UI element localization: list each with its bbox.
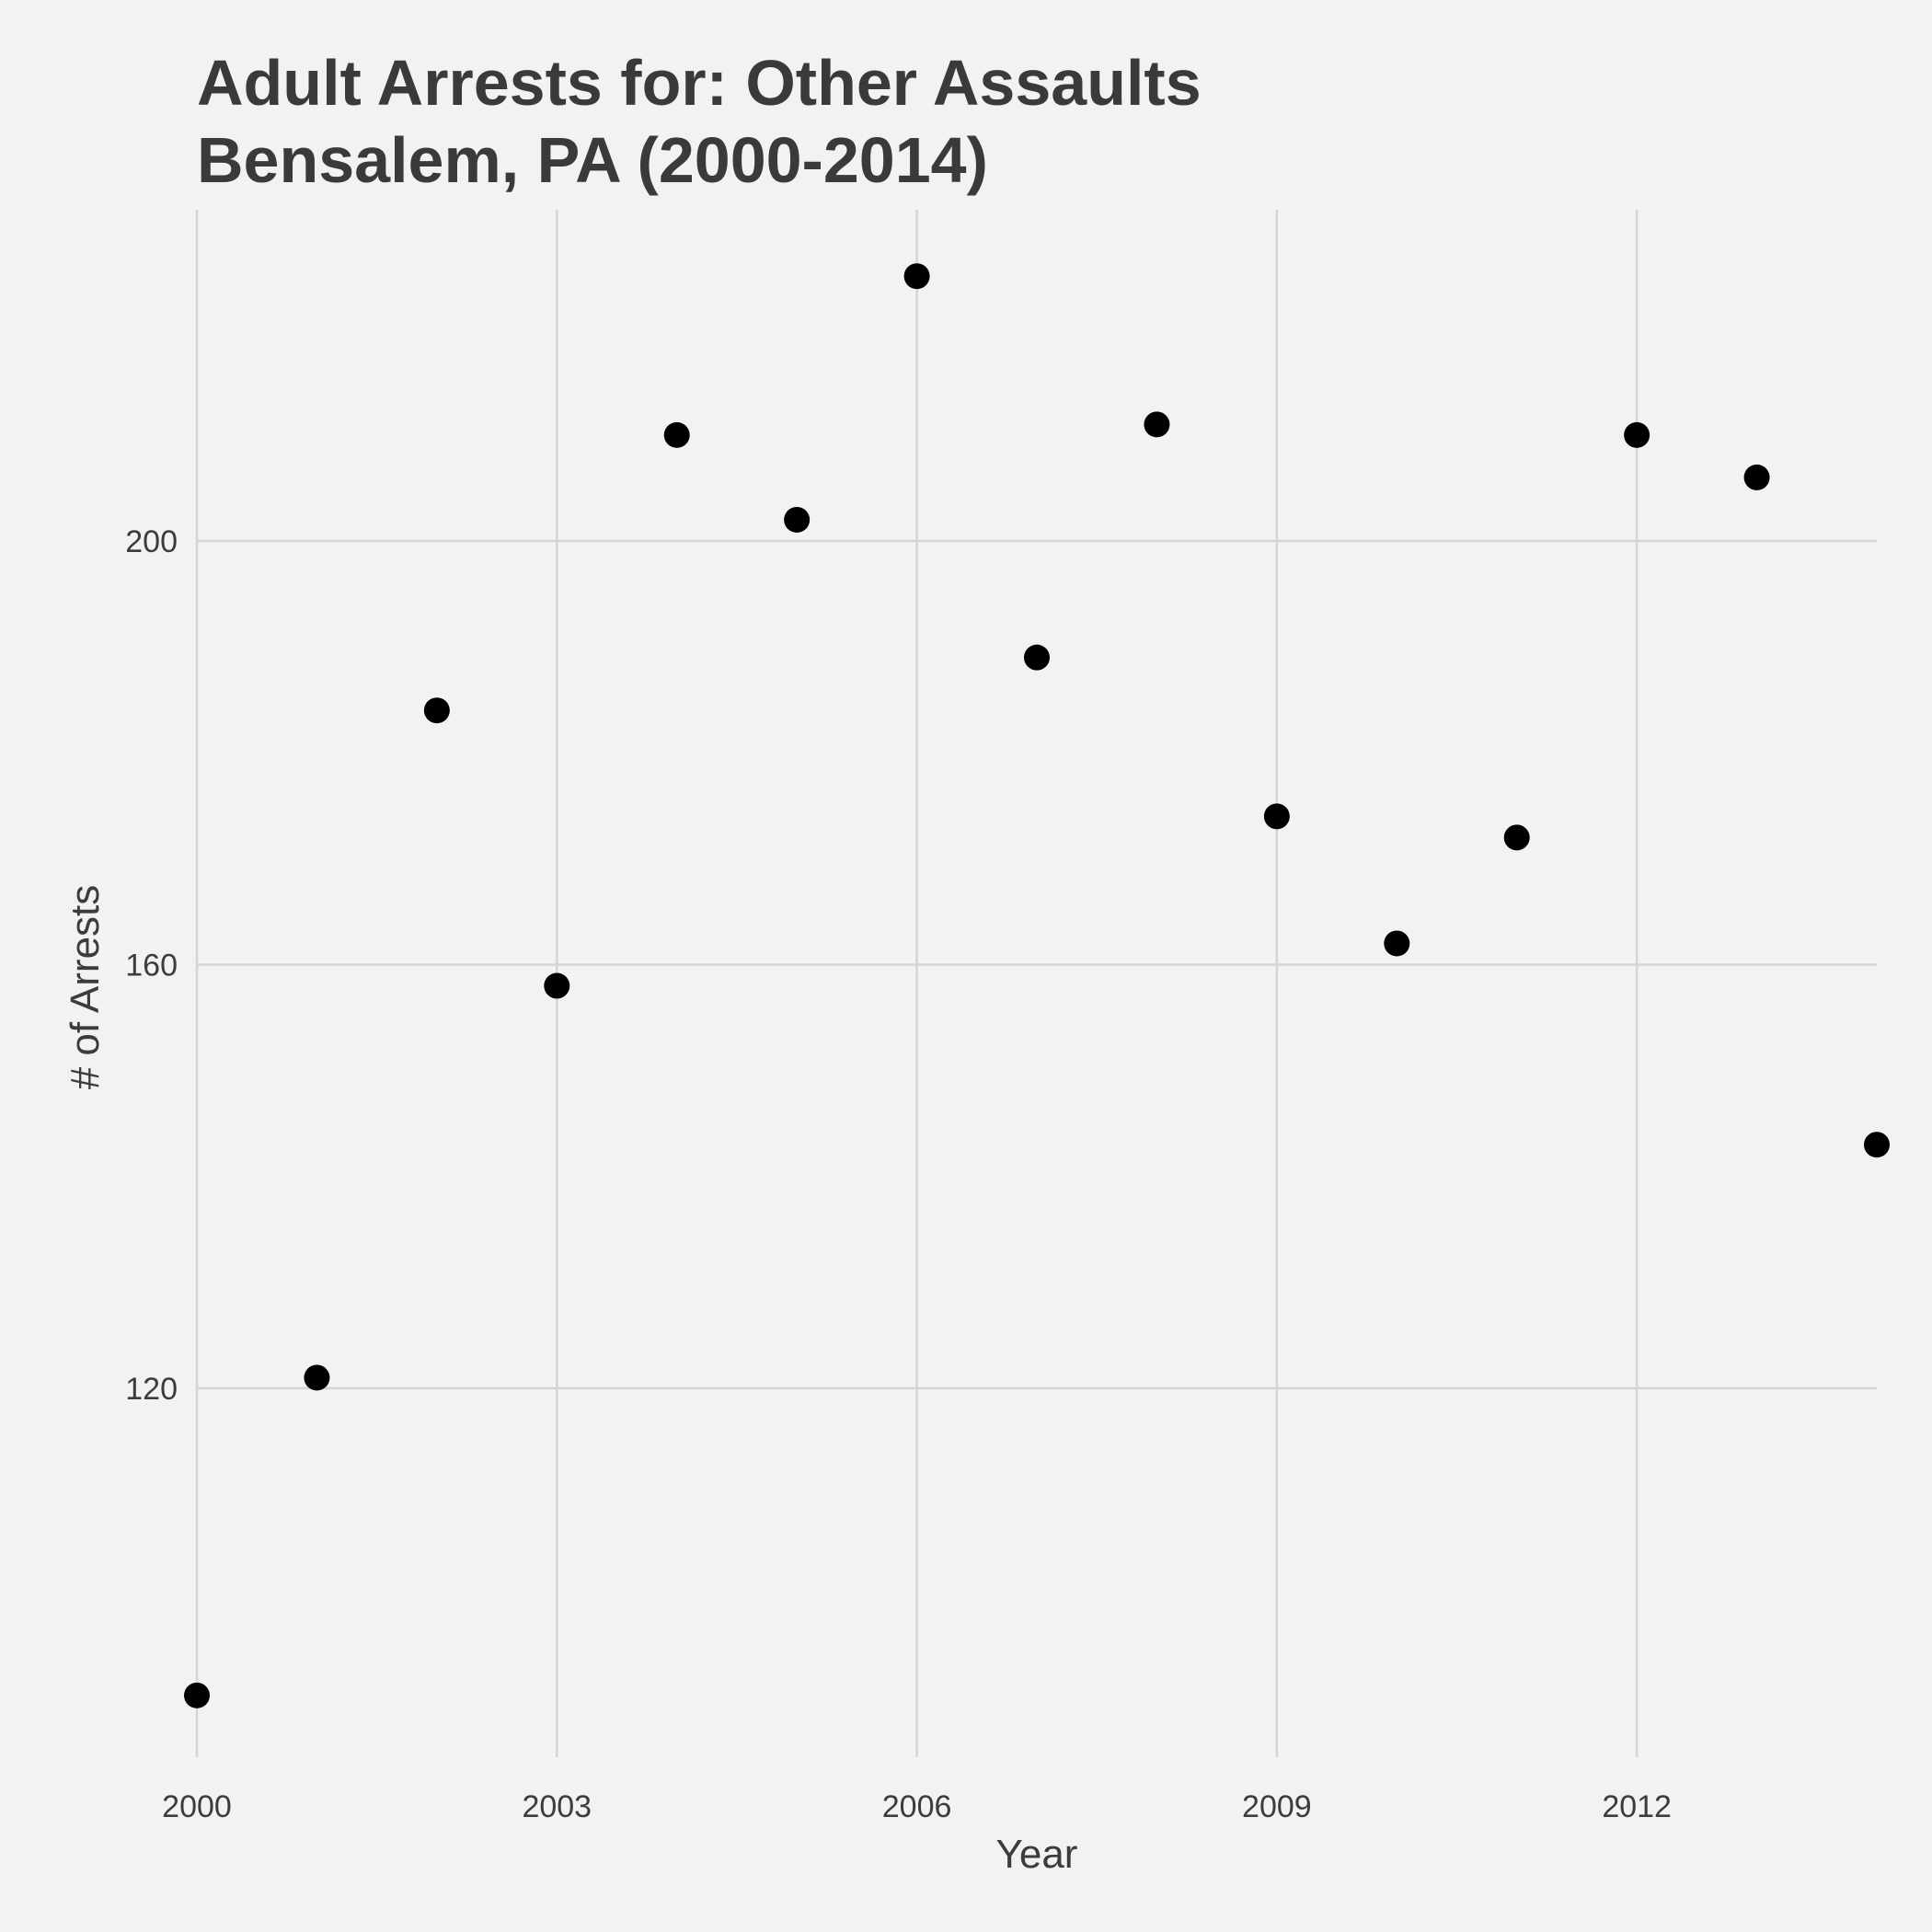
data-point-2006: [903, 263, 930, 290]
data-point-2014: [1864, 1132, 1890, 1158]
data-point-2009: [1263, 803, 1290, 830]
data-point-2007: [1024, 644, 1050, 671]
data-point-2005: [784, 506, 811, 533]
x-axis-title: Year: [996, 1832, 1078, 1877]
grid-lines: [195, 210, 1877, 1757]
data-point-2000: [184, 1682, 210, 1708]
y-axis-title: # of Arrests: [63, 885, 108, 1090]
x-tick-label: 2000: [162, 1789, 232, 1824]
data-point-2010: [1384, 930, 1410, 957]
y-tick-label: 120: [125, 1372, 178, 1407]
data-point-2003: [544, 972, 570, 999]
data-point-2011: [1503, 824, 1530, 851]
x-tick-label: 2003: [522, 1789, 592, 1824]
data-points: [184, 263, 1890, 1708]
x-tick-label: 2009: [1242, 1789, 1312, 1824]
chart-subtitle: Bensalem, PA (2000-2014): [197, 124, 988, 196]
x-tick-label: 2006: [882, 1789, 952, 1824]
data-point-2002: [423, 697, 450, 724]
data-point-2012: [1624, 421, 1650, 448]
x-tick-label: 2012: [1602, 1789, 1672, 1824]
chart-title: Adult Arrests for: Other Assaults: [197, 47, 1202, 119]
y-tick-label: 160: [125, 949, 178, 983]
data-point-2008: [1144, 411, 1170, 438]
tick-labels: 2000 2003 2006 2009 2012 120 160 200: [125, 524, 1672, 1824]
data-point-2013: [1743, 464, 1770, 490]
data-point-2004: [663, 421, 690, 448]
data-point-2001: [304, 1364, 330, 1391]
y-tick-label: 200: [125, 524, 178, 559]
